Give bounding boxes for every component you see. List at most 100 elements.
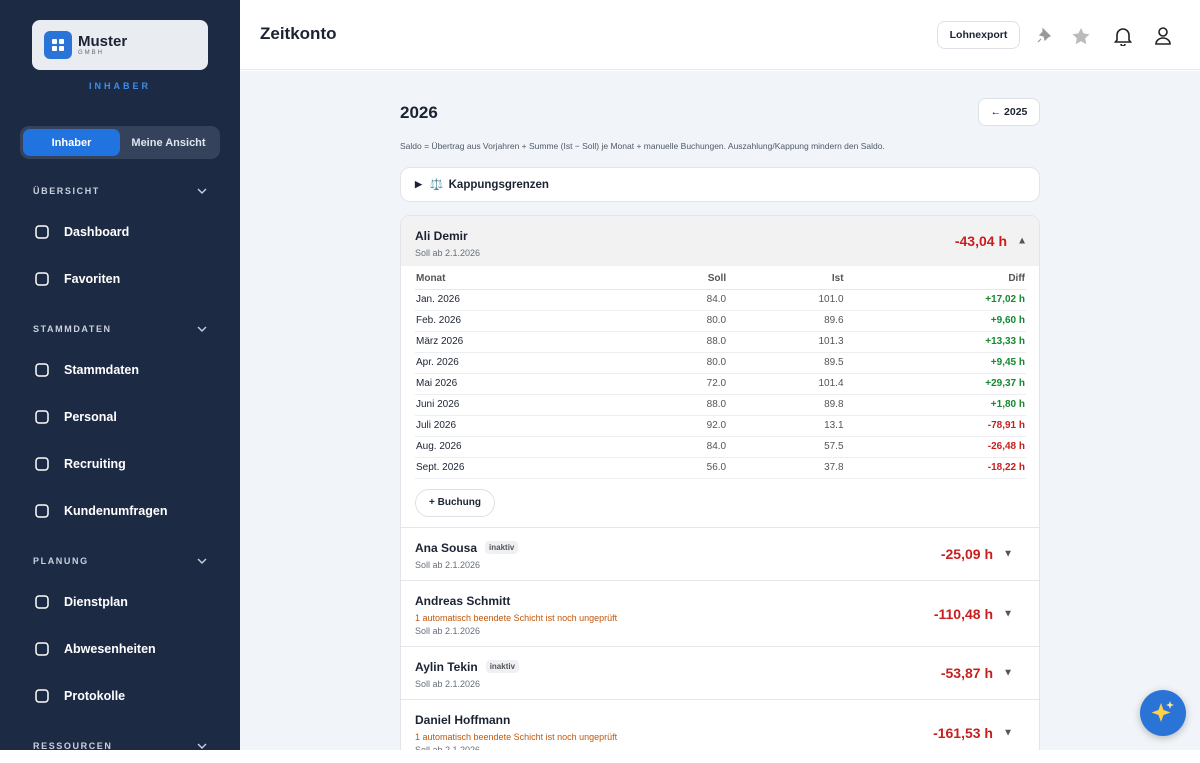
nav-icon — [35, 224, 49, 239]
column-header: Ist — [727, 268, 845, 290]
table-cell: +1,80 h — [844, 394, 1026, 416]
nav-icon — [35, 503, 49, 518]
toggle-option[interactable]: Meine Ansicht — [131, 136, 206, 149]
status-badge: inaktiv — [485, 659, 520, 673]
employee-name-line: Andreas Schmitt — [415, 592, 1025, 610]
year-title: 2026 — [400, 103, 438, 122]
column-header: Soll — [633, 268, 728, 290]
pin-icon[interactable] — [1037, 27, 1052, 43]
employee-header[interactable]: Ali Demir Soll ab 2.1.2026 -43,04 h ▲ — [401, 216, 1039, 266]
header-icons — [1037, 27, 1171, 46]
user-icon[interactable] — [1155, 27, 1171, 45]
table-row: März 2026 88.0 101.3 +13,33 h — [415, 331, 1026, 353]
booking-button[interactable]: + Buchung — [415, 488, 495, 517]
balance: -43,04 h — [954, 233, 1007, 249]
table-row: Aug. 2026 84.0 57.5 -26,48 h — [415, 436, 1026, 458]
export-button[interactable]: Lohnexport — [937, 21, 1020, 49]
table-row: Apr. 2026 80.0 89.5 +9,45 h — [415, 352, 1026, 374]
employee-list: Ali Demir Soll ab 2.1.2026 -43,04 h ▲ Monat S… — [400, 215, 1040, 750]
balance: -25,09 h — [940, 546, 993, 562]
section-header[interactable]: PLANUNG — [0, 544, 240, 578]
nav-item[interactable]: Kundenumfragen — [0, 487, 240, 534]
employee-row: Ali Demir Soll ab 2.1.2026 -43,04 h ▲ Monat S… — [401, 216, 1039, 527]
star-icon[interactable] — [1072, 28, 1090, 45]
section-chevron — [197, 741, 207, 751]
nav-label: Favoriten — [64, 271, 121, 286]
bell-icon[interactable] — [1113, 28, 1133, 46]
prev-year-button[interactable]: ← 2025 — [978, 98, 1040, 126]
table-row: Jan. 2026 84.0 101.0 +17,02 h — [415, 289, 1026, 311]
table-cell: 88.0 — [633, 394, 728, 416]
balance: -53,87 h — [940, 665, 993, 681]
table-cell: 13.1 — [727, 415, 845, 437]
employee-header[interactable]: Daniel Hoffmann 1 automatisch beendete Sc… — [415, 711, 1025, 751]
section-title: STAMMDATEN — [33, 324, 112, 334]
sidebar: Muster GMBH INHABER Inhaber Meine Ansich… — [0, 0, 240, 751]
nav-item[interactable]: Personal — [0, 393, 240, 440]
employee-sub: Soll ab 2.1.2026 — [415, 559, 481, 570]
nav-item[interactable]: Dashboard — [0, 208, 240, 255]
accordion-icon: ⚖️ — [429, 179, 444, 191]
table-header-row: Monat Soll Ist Diff — [415, 268, 1026, 290]
nav-label: Dienstplan — [64, 594, 128, 609]
employee-name: Ali Demir — [415, 229, 468, 243]
chevron: ▼ — [1003, 727, 1013, 738]
section-header[interactable]: STAMMDATEN — [0, 312, 240, 346]
chevron: ▲ — [1017, 235, 1027, 247]
toggle-option[interactable]: Inhaber — [23, 129, 120, 156]
table-row: Juni 2026 88.0 89.8 +1,80 h — [415, 394, 1026, 416]
table-cell: 101.3 — [727, 331, 845, 353]
nav-label: Recruiting — [64, 456, 126, 471]
view-toggle: Inhaber Meine Ansicht — [20, 126, 220, 159]
balance: -161,53 h — [933, 724, 993, 741]
nav-item[interactable]: Recruiting — [0, 440, 240, 487]
table-row: Mai 2026 72.0 101.4 +29,37 h — [415, 373, 1026, 395]
balance: -110,48 h — [933, 605, 993, 622]
main: 2026 ← 2025 Saldo = Übertrag aus Vorjahr… — [240, 71, 1200, 750]
top-bar: Zeitkonto Lohnexport — [240, 0, 1200, 70]
section-chevron — [197, 556, 207, 566]
employee-header[interactable]: Andreas Schmitt 1 automatisch beendete Sc… — [415, 592, 1025, 636]
table-cell: 89.6 — [727, 310, 845, 332]
nav-section: PLANUNG Dienstplan Abwesenheiten Protokolle — [0, 544, 240, 719]
accordion[interactable]: ▶ ⚖️ Kappungsgrenzen — [400, 167, 1040, 202]
warning-text: 1 automatisch beendete Schicht ist noch … — [415, 731, 618, 742]
nav-item[interactable]: Abwesenheiten — [0, 625, 240, 672]
employee-sub: Soll ab 2.1.2026 — [415, 678, 481, 689]
logo[interactable]: Muster GMBH — [32, 20, 208, 70]
info-text: Saldo = Übertrag aus Vorjahren + Summe (… — [400, 141, 885, 151]
employee-header[interactable]: Aylin Tekin inaktiv Soll ab 2.1.2026 -53,87… — [415, 658, 1025, 689]
employee-header[interactable]: Ana Sousa inaktiv Soll ab 2.1.2026 -25,09 h… — [415, 539, 1025, 570]
nav-item[interactable]: Stammdaten — [0, 346, 240, 393]
table-cell: 37.8 — [727, 457, 845, 479]
table-cell: 101.4 — [727, 373, 845, 395]
nav-section: STAMMDATEN Stammdaten Personal Recruiting Ku… — [0, 312, 240, 534]
assistant-button[interactable] — [1140, 690, 1186, 736]
nav-item[interactable]: Favoriten — [0, 255, 240, 302]
table-cell: Jan. 2026 — [415, 289, 634, 311]
chevron: ▼ — [1003, 667, 1013, 679]
employee-row: Daniel Hoffmann 1 automatisch beendete Sc… — [401, 698, 1039, 751]
column-header: Monat — [415, 268, 634, 290]
sparkle-icon — [1151, 701, 1174, 722]
accordion-label: Kappungsgrenzen — [448, 178, 549, 191]
nav-icon — [35, 271, 49, 286]
section-chevron — [197, 186, 207, 196]
nav-item[interactable]: Dienstplan — [0, 578, 240, 625]
table-cell: Mai 2026 — [415, 373, 634, 395]
caret: ▶ — [415, 179, 422, 189]
nav-label: Dashboard — [64, 224, 130, 239]
table-cell: +9,45 h — [844, 352, 1026, 374]
table-cell: Apr. 2026 — [415, 352, 634, 374]
nav-item[interactable]: Protokolle — [0, 672, 240, 719]
section-header[interactable]: ÜBERSICHT — [0, 174, 240, 208]
table-cell: 84.0 — [633, 436, 728, 458]
section-header[interactable]: RESSOURCEN — [0, 729, 240, 763]
nav-icon — [35, 641, 49, 656]
table-cell: +17,02 h — [844, 289, 1026, 311]
nav-icon — [35, 594, 49, 609]
table-cell: 57.5 — [727, 436, 845, 458]
logo-name: Muster — [78, 33, 128, 50]
table-cell: +9,60 h — [844, 310, 1026, 332]
